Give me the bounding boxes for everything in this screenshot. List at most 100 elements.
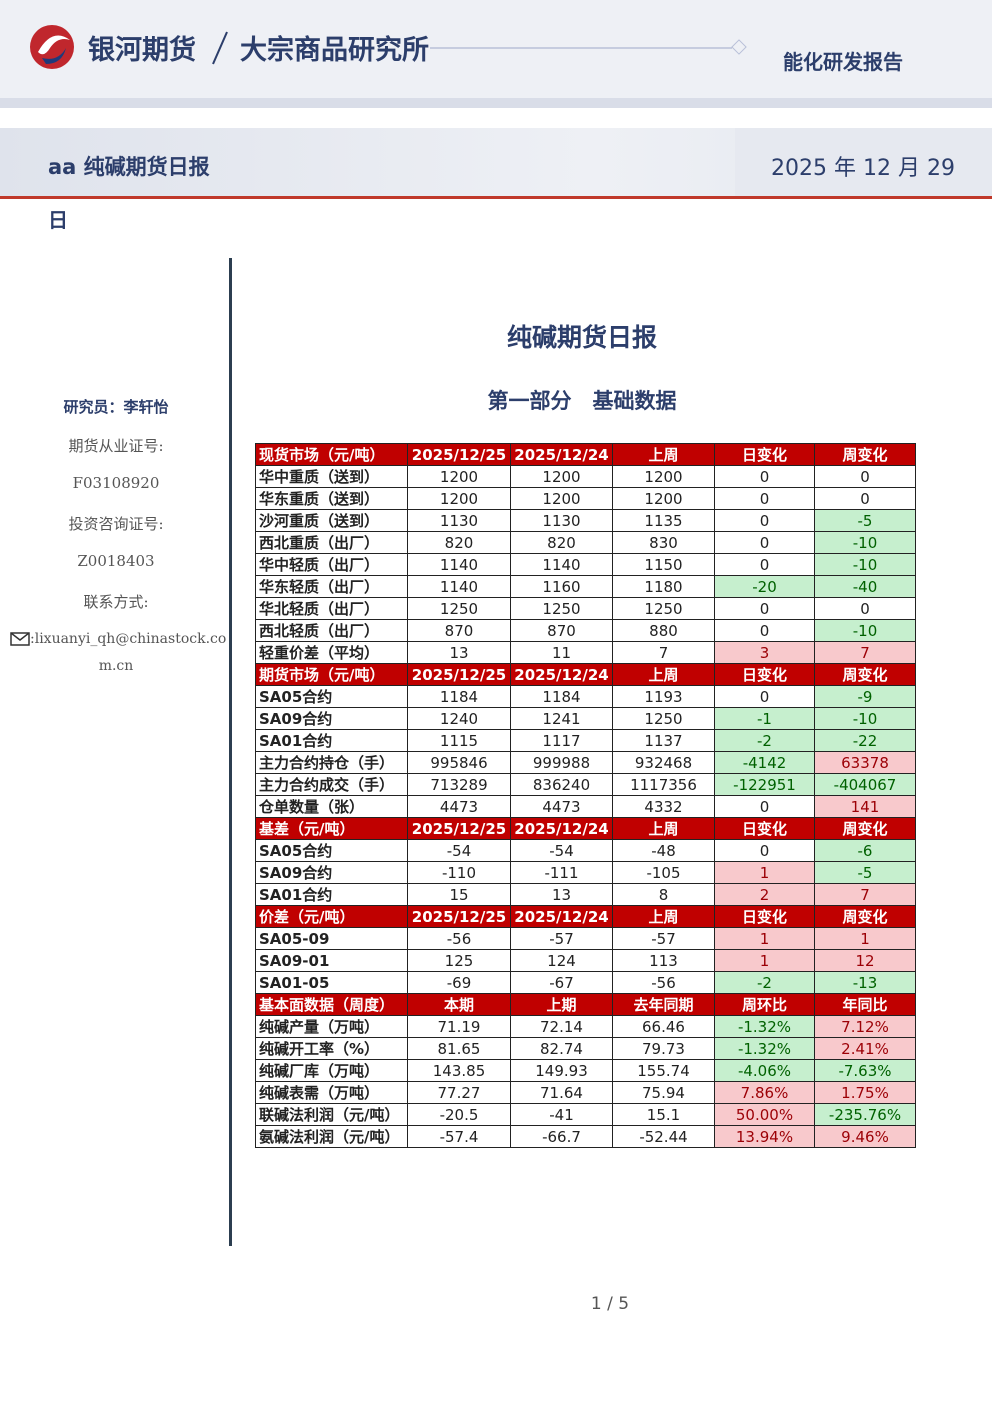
cell: 0 — [714, 531, 815, 554]
cell: 7.86% — [714, 1081, 815, 1104]
cell: 880 — [612, 619, 715, 642]
header-cell: 2025/12/24 — [510, 817, 613, 840]
header-row: 期货市场（元/吨） 2025/12/25 2025/12/24 上周 日变化 周变化 — [255, 663, 916, 686]
cell: -1.32% — [714, 1037, 815, 1060]
header-cell: 上周 — [612, 443, 715, 466]
cell: 125 — [407, 949, 511, 972]
cell: 7.12% — [814, 1015, 916, 1038]
cell: -57 — [612, 927, 715, 950]
cell: -52.44 — [612, 1125, 715, 1148]
header-cell: 基差（元/吨） — [255, 817, 408, 840]
cell: -9 — [814, 685, 916, 708]
cell: 4332 — [612, 795, 715, 818]
cell: 830 — [612, 531, 715, 554]
page-number: 1 / 5 — [590, 1294, 630, 1314]
header-cell: 周环比 — [714, 993, 815, 1016]
header-row: 基差（元/吨） 2025/12/25 2025/12/24 上周 日变化 周变化 — [255, 817, 916, 840]
license: F03108920 — [72, 474, 160, 492]
cell: 7 — [814, 641, 916, 664]
cell: 3 — [714, 641, 815, 664]
cell: 71.64 — [510, 1081, 613, 1104]
cell: 50.00% — [714, 1103, 815, 1126]
cell: -13 — [814, 971, 916, 994]
cell: 0 — [714, 685, 815, 708]
cell: 836240 — [510, 773, 613, 796]
header-cell: 2025/12/24 — [510, 663, 613, 686]
logo — [30, 25, 74, 69]
cell: 0 — [714, 465, 815, 488]
row-label: 西北重质（出厂） — [255, 531, 408, 554]
data-row: SA01合约 15 13 8 2 7 — [255, 883, 916, 906]
cell: 143.85 — [407, 1059, 511, 1082]
cell: -10 — [814, 707, 916, 730]
main-title: 纯碱期货日报 — [506, 323, 657, 352]
row-label: 华中重质（送到） — [255, 465, 408, 488]
cell: 66.46 — [612, 1015, 715, 1038]
row-label: 华东轻质（出厂） — [255, 575, 408, 598]
row-label: 主力合约持仓（手） — [255, 751, 408, 774]
cell: 870 — [407, 619, 511, 642]
row-label: 仓单数量（张） — [255, 795, 408, 818]
header-cell: 2025/12/25 — [407, 443, 511, 466]
row-label: SA05合约 — [255, 839, 408, 862]
cell: -235.76% — [814, 1103, 916, 1126]
cell: -4142 — [714, 751, 815, 774]
cell: 13 — [407, 641, 511, 664]
row-label: 纯碱产量（万吨） — [255, 1015, 408, 1038]
header-cell: 2025/12/25 — [407, 817, 511, 840]
cell: -56 — [612, 971, 715, 994]
cell: -1 — [714, 707, 815, 730]
cell: 0 — [714, 509, 815, 532]
header-cell: 年同比 — [814, 993, 916, 1016]
cell: 12 — [814, 949, 916, 972]
header-cell: 价差（元/吨） — [255, 905, 408, 928]
cell: 0 — [814, 465, 916, 488]
cell: 72.14 — [510, 1015, 613, 1038]
data-row: 纯碱厂库（万吨） 143.85 149.93 155.74 -4.06% -7.63% — [255, 1059, 916, 1082]
data-row: 主力合约成交（手） 713289 836240 1117356 -122951 -4040… — [255, 773, 916, 796]
header-cell: 2025/12/24 — [510, 443, 613, 466]
cell: 1130 — [407, 509, 511, 532]
data-row: SA05合约 1184 1184 1193 0 -9 — [255, 685, 916, 708]
cell: 11 — [510, 641, 613, 664]
cell: -111 — [510, 861, 613, 884]
header-row: 价差（元/吨） 2025/12/25 2025/12/24 上周 日变化 周变化 — [255, 905, 916, 928]
data-row: 氨碱法利润（元/吨） -57.4 -66.7 -52.44 13.94% 9.46% — [255, 1125, 916, 1148]
row-label: 沙河重质（送到） — [255, 509, 408, 532]
cell: 124 — [510, 949, 613, 972]
data-table: 现货市场（元/吨） 2025/12/25 2025/12/24 上周 日变化 周变化 华中重… — [255, 443, 916, 1148]
cell: 995846 — [407, 751, 511, 774]
cell: 1200 — [407, 465, 511, 488]
data-row: 联碱法利润（元/吨） -20.5 -41 15.1 50.00% -235.76% — [255, 1103, 916, 1126]
cell: 15 — [407, 883, 511, 906]
license-label: 期货从业证号: — [68, 437, 164, 455]
mail-icon — [10, 632, 30, 646]
row-label: SA01-05 — [255, 971, 408, 994]
cell: -110 — [407, 861, 511, 884]
cell: -1.32% — [714, 1015, 815, 1038]
data-row: SA09合约 1240 1241 1250 -1 -10 — [255, 707, 916, 730]
cell: 1200 — [510, 465, 613, 488]
cell: -404067 — [814, 773, 916, 796]
header-cell: 上期 — [510, 993, 613, 1016]
email-line1: :lixuanyi_qh@chinastock.co — [30, 631, 227, 647]
header-row: 现货市场（元/吨） 2025/12/25 2025/12/24 上周 日变化 周变化 — [255, 443, 916, 466]
cell: 1200 — [612, 487, 715, 510]
header-cell: 去年同期 — [612, 993, 715, 1016]
header-cell: 期货市场（元/吨） — [255, 663, 408, 686]
cell: 1115 — [407, 729, 511, 752]
cell: 4473 — [510, 795, 613, 818]
slash — [212, 31, 228, 65]
cell: 1193 — [612, 685, 715, 708]
header-cell: 上周 — [612, 905, 715, 928]
row-label: SA09合约 — [255, 861, 408, 884]
cell: 1 — [714, 927, 815, 950]
cell: -5 — [814, 509, 916, 532]
cell: -57.4 — [407, 1125, 511, 1148]
row-label: 华中轻质（出厂） — [255, 553, 408, 576]
cell: 0 — [714, 597, 815, 620]
cell: 820 — [407, 531, 511, 554]
cell: 1 — [714, 949, 815, 972]
cell: 13 — [510, 883, 613, 906]
row-label: 华东重质（送到） — [255, 487, 408, 510]
